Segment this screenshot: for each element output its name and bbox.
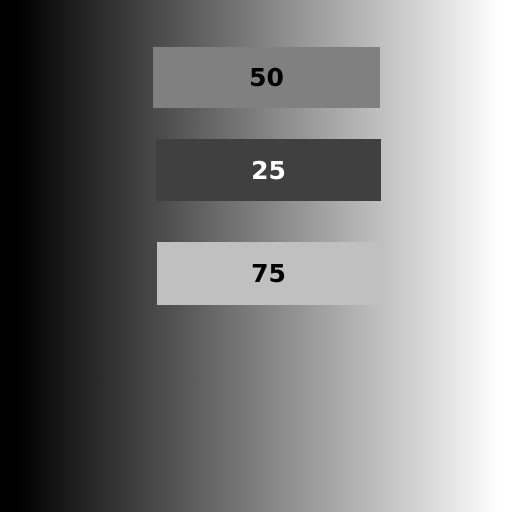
gray-swatch-50: 50: [153, 47, 380, 108]
gray-swatch-25: 25: [156, 139, 381, 201]
swatch-label: 75: [251, 259, 286, 288]
gray-swatch-75: 75: [157, 242, 380, 305]
swatch-label: 25: [251, 155, 286, 185]
swatch-label: 50: [249, 63, 284, 92]
